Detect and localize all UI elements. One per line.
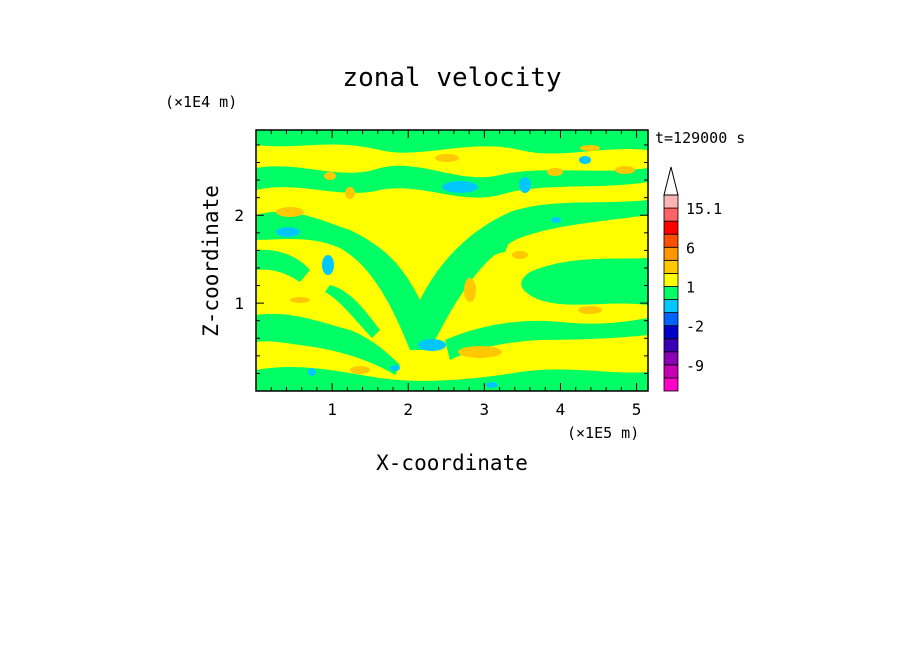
colorbar-tick-label: -2	[686, 318, 704, 336]
colorbar-segment	[663, 286, 679, 300]
colorbar-segment	[663, 312, 679, 327]
field-band	[256, 200, 648, 350]
field-patch-orange	[512, 251, 528, 259]
field-band	[256, 367, 648, 391]
y-tick-label: 2	[234, 206, 244, 225]
field-patch-cyan	[551, 217, 561, 223]
colorbar-extend-arrow	[663, 166, 679, 196]
colorbar-segment	[663, 259, 679, 274]
field-patch-orange	[580, 145, 600, 151]
x-axis-label: X-coordinate	[376, 451, 528, 475]
field-patch-cyan	[442, 181, 478, 193]
field-patch-cyan	[308, 368, 316, 376]
field-patch-orange	[547, 168, 563, 176]
x-tick-label: 1	[327, 400, 337, 419]
colorbar-segment	[663, 207, 679, 222]
field-patch-cyan	[322, 255, 334, 275]
field-patch-orange	[578, 306, 602, 314]
field-band	[256, 249, 310, 282]
y-axis-ticks: 12	[234, 144, 648, 374]
field-band	[325, 285, 380, 338]
y-axis-label: Z-coordinate	[199, 185, 223, 337]
field-patch-cyan	[418, 339, 446, 351]
field-patch-orange	[324, 172, 336, 180]
field-patch-orange	[435, 154, 459, 162]
field-patch-cyan	[486, 382, 498, 388]
colorbar-segment	[663, 364, 679, 379]
plot-frame	[255, 129, 649, 392]
field-patch-orange	[350, 366, 370, 374]
velocity-field	[256, 130, 648, 391]
x-tick-label: 5	[632, 400, 642, 419]
field-band	[470, 240, 510, 270]
field-patch-orange	[615, 166, 635, 174]
x-axis-ticks: 1 2 3 4 5	[270, 130, 642, 419]
time-label: t=129000 s	[655, 129, 745, 147]
field-patch-cyan	[390, 365, 400, 371]
colorbar-segment	[663, 338, 679, 353]
field-patch-cyan	[519, 177, 531, 193]
y-tick-label: 1	[234, 294, 244, 313]
x-tick-label: 3	[480, 400, 490, 419]
colorbar-tick-label: 1	[686, 278, 695, 296]
chart-title: zonal velocity	[342, 63, 561, 93]
field-patch-orange	[458, 346, 502, 358]
colorbar-segment	[663, 220, 679, 235]
x-unit-label: (×1E5 m)	[567, 424, 639, 442]
colorbar-segment	[663, 377, 679, 392]
colorbar-segment	[663, 246, 679, 261]
field-band	[445, 318, 648, 360]
field-patch-cyan	[276, 227, 300, 237]
colorbar-segment	[663, 194, 679, 209]
x-tick-label: 2	[403, 400, 413, 419]
colorbar-segment	[663, 272, 679, 287]
colorbar-tick-label: 6	[686, 239, 695, 257]
field-band	[521, 258, 648, 305]
field-band	[256, 130, 648, 154]
colorbar-tick-label: -9	[686, 357, 704, 375]
colorbar-tick-label: 15.1	[686, 200, 722, 218]
colorbar-segment	[663, 233, 679, 248]
x-tick-label: 4	[556, 400, 566, 419]
colorbar-segment	[663, 325, 679, 340]
field-patch-orange	[464, 278, 476, 302]
field-band	[256, 313, 400, 375]
field-patch-orange	[290, 297, 310, 303]
field-patch-cyan	[579, 156, 591, 164]
colorbar-segment	[663, 299, 679, 313]
field-patch-orange	[345, 187, 355, 199]
y-unit-label: (×1E4 m)	[165, 93, 237, 111]
colorbar: 15.1 6 1 -2 -9	[663, 166, 722, 392]
colorbar-segment	[663, 351, 679, 366]
field-patch-orange	[276, 207, 304, 217]
